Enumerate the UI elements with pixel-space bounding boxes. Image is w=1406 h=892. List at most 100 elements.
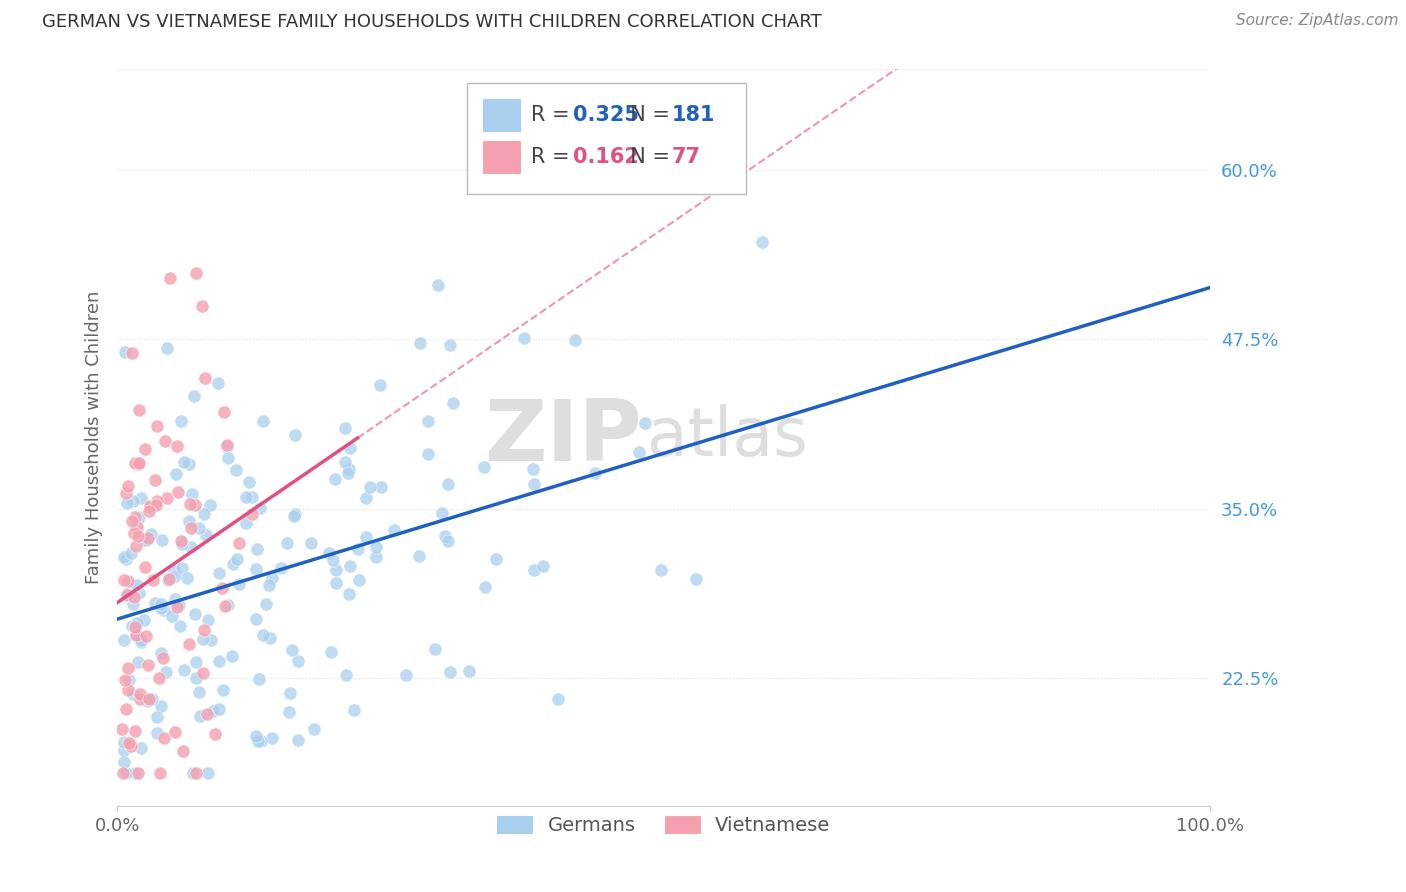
Text: atlas: atlas [647,404,808,470]
Point [335,668,357,682]
Point [155,665,177,680]
Point [432,507,454,521]
Point [346,542,368,557]
Point [166,600,188,615]
Point [127,656,149,670]
Point [156,342,179,356]
Point [287,654,309,668]
Point [339,441,361,455]
Point [128,586,150,600]
Point [180,521,202,535]
Point [276,536,298,550]
Point [179,497,201,511]
Point [217,438,239,452]
Point [523,563,546,577]
Text: N =: N = [617,147,676,167]
Point [523,477,546,491]
Point [114,344,136,359]
Point [169,619,191,633]
Point [354,491,377,506]
Point [180,540,202,554]
Point [172,561,194,575]
Point [122,597,145,611]
Point [124,724,146,739]
Point [183,607,205,621]
Point [245,729,267,743]
Point [325,563,347,577]
Point [156,491,179,505]
Point [217,450,239,465]
Point [114,673,136,688]
Point [191,632,214,646]
Point [323,472,346,486]
Point [125,628,148,642]
Point [249,500,271,515]
Point [173,663,195,677]
Point [172,744,194,758]
Point [254,598,277,612]
Point [343,703,366,717]
Point [191,665,214,680]
Point [150,598,173,612]
Point [115,765,138,780]
Point [128,510,150,524]
Point [138,694,160,708]
Point [115,589,138,603]
Point [364,540,387,554]
Point [114,573,136,587]
Point [169,598,191,612]
Point [163,562,186,576]
Point [474,580,496,594]
Point [333,455,356,469]
Point [245,612,267,626]
Point [165,568,187,582]
Text: GERMAN VS VIETNAMESE FAMILY HOUSEHOLDS WITH CHILDREN CORRELATION CHART: GERMAN VS VIETNAMESE FAMILY HOUSEHOLDS W… [42,13,823,31]
Point [278,705,301,719]
Point [129,691,152,706]
Point [423,641,446,656]
Point [165,467,187,481]
Point [117,661,139,675]
Point [474,459,496,474]
Text: 0.325: 0.325 [572,105,638,125]
Point [531,559,554,574]
Point [181,487,204,501]
Point [162,608,184,623]
Point [112,632,135,647]
Point [195,706,218,721]
Point [193,623,215,637]
Point [135,629,157,643]
Point [139,500,162,514]
Point [217,598,239,612]
Point [228,577,250,591]
Point [183,389,205,403]
Point [337,587,360,601]
Point [522,461,544,475]
Point [165,591,187,606]
Text: R =: R = [531,147,576,167]
Point [145,710,167,724]
Point [418,447,440,461]
Point [184,671,207,685]
Point [214,599,236,613]
Point [512,331,534,345]
Point [122,525,145,540]
Point [124,456,146,470]
Point [235,516,257,530]
Point [333,421,356,435]
Point [117,574,139,588]
Point [173,455,195,469]
Point [122,494,145,508]
Point [322,553,344,567]
Point [287,733,309,747]
Point [240,507,263,521]
Point [207,654,229,668]
Point [127,616,149,631]
Point [336,466,359,480]
Point [120,546,142,560]
Point [169,534,191,549]
Point [125,517,148,532]
Point [143,473,166,487]
Point [190,299,212,313]
Point [112,743,135,757]
